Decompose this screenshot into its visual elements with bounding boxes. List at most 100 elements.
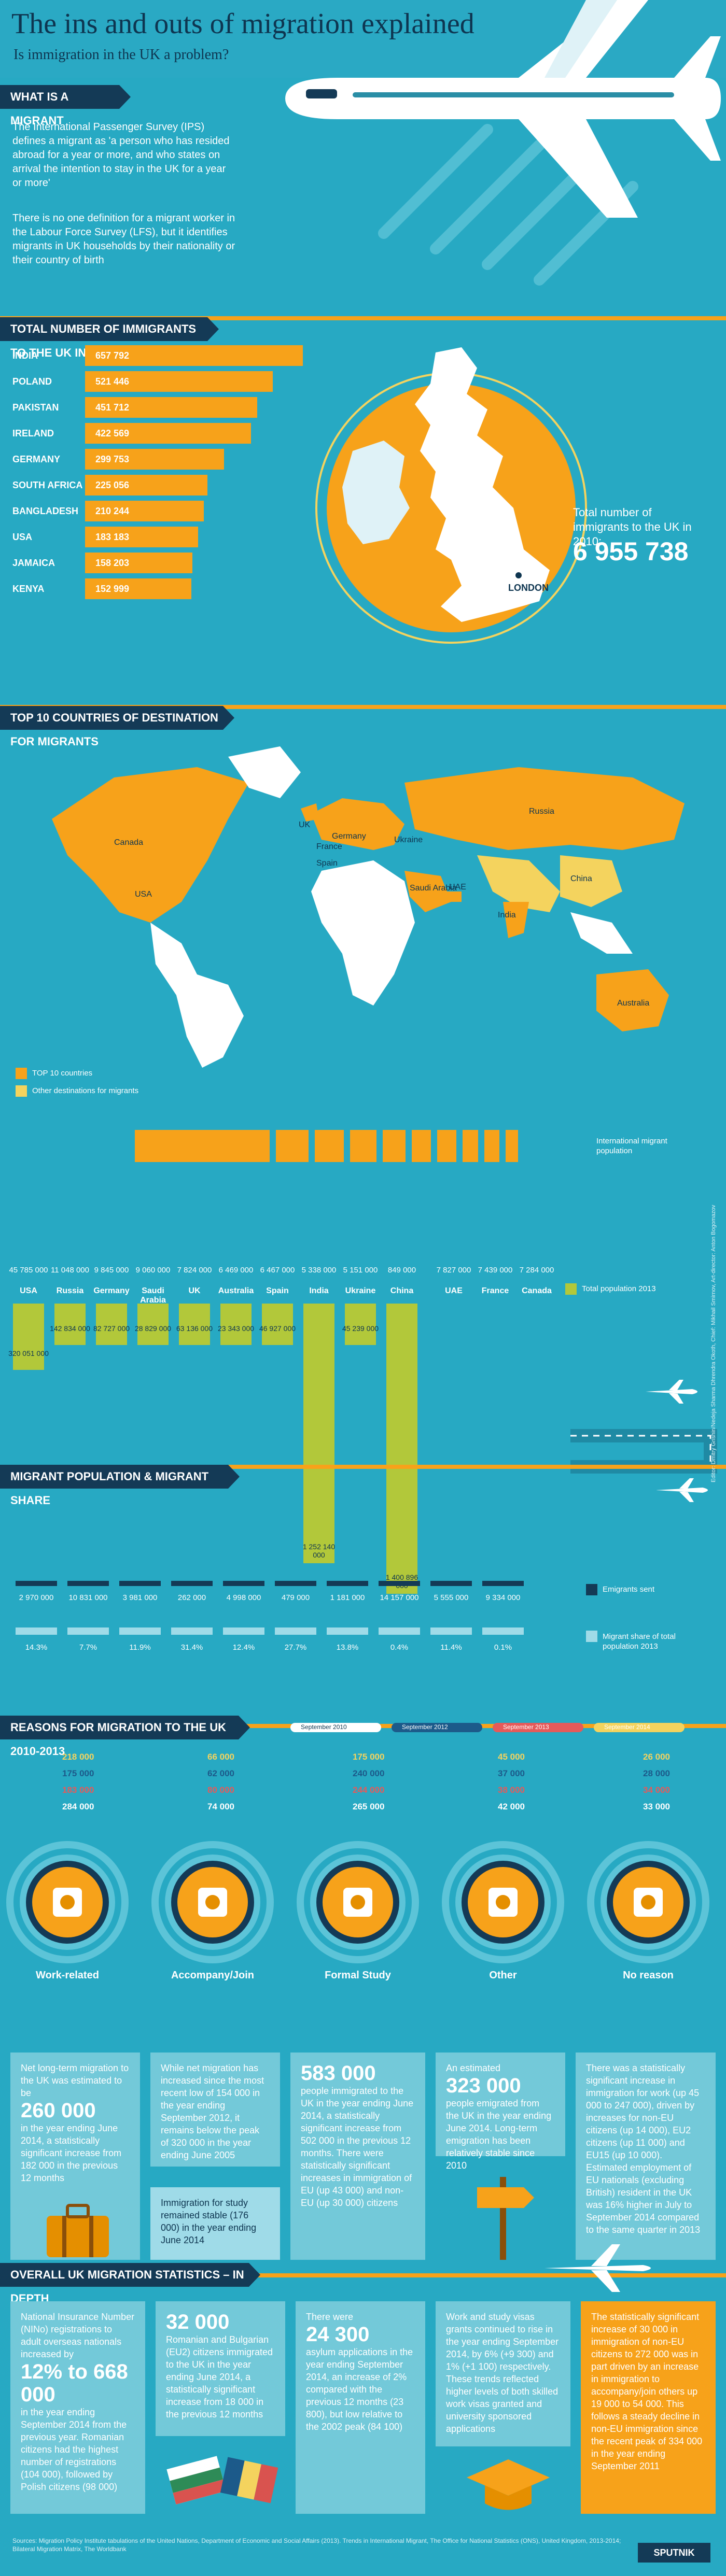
immigrant-row: KENYA 152 999 <box>12 578 303 599</box>
immigrant-row: IRELAND 422 569 <box>12 423 303 444</box>
book-icon <box>351 1895 365 1909</box>
emigrants-bar <box>16 1581 57 1586</box>
total-pop-value: 45 239 000 <box>342 1324 379 1333</box>
total-pop-bar <box>137 1304 169 1345</box>
immigrant-bar: 152 999 <box>85 578 191 599</box>
reason-value: 74 000 <box>207 1802 234 1811</box>
small-plane-icon <box>646 1380 697 1404</box>
migrant-value: 5 338 000 <box>301 1266 337 1275</box>
badge-icon <box>60 1895 75 1909</box>
map-label-india: India <box>498 911 516 919</box>
migrant-share-value: 14.3% <box>25 1643 48 1652</box>
migrant-value: 45 785 000 <box>9 1266 48 1275</box>
immigrant-country: USA <box>12 532 33 542</box>
stat-net-migration: 260 000 <box>21 2099 96 2122</box>
share-bar <box>171 1627 213 1635</box>
immigrant-row: SOUTH AFRICA 225 056 <box>12 475 303 496</box>
reason-value: 38 000 <box>498 1785 525 1795</box>
reason-legend-swatch <box>392 1723 482 1732</box>
reason-value: 33 000 <box>643 1802 670 1811</box>
reason-value: 244 000 <box>353 1785 385 1795</box>
immigrant-country: INDIA <box>12 350 38 361</box>
legend-migrant-share: Migrant share of total population 2013 <box>603 1632 676 1651</box>
reason-value: 45 000 <box>498 1752 525 1762</box>
credits-side: Editor: Dmitry Grishin/Nedeja Sharma Dhr… <box>710 1205 717 1482</box>
total-immigrants-value: 6 955 738 <box>573 537 689 566</box>
migrant-value: 7 827 000 <box>436 1266 471 1275</box>
immigrant-bar-chart: INDIA 657 792 POLAND 521 446 PAKISTAN 451 712… <box>12 345 303 729</box>
reason-value: 80 000 <box>207 1785 234 1795</box>
country-label: Saudi Arabia <box>140 1286 166 1305</box>
immigrant-bar: 158 203 <box>85 553 192 573</box>
city-label-london: LONDON <box>508 583 549 593</box>
immigrant-country: POLAND <box>12 376 52 387</box>
total-pop-bar <box>13 1304 44 1370</box>
total-pop-bar <box>345 1304 376 1345</box>
reason-legend-swatch <box>493 1723 583 1732</box>
uk-map: LONDON <box>315 347 587 644</box>
divider <box>0 316 726 320</box>
total-pop-value: 320 051 000 <box>8 1349 49 1357</box>
reason-circle <box>6 1841 129 1963</box>
reason-value: 240 000 <box>353 1768 385 1778</box>
reason-value: 218 000 <box>62 1752 94 1762</box>
migrant-value: 9 060 000 <box>135 1266 171 1275</box>
immigrant-row: GERMANY 299 753 <box>12 449 303 470</box>
section-label-population: MIGRANT POPULATION & MIGRANT SHARE <box>0 1465 240 1507</box>
emigrants-bar <box>223 1581 264 1586</box>
legend-swatch-top10 <box>16 1068 27 1079</box>
migrant-share-value: 0.1% <box>494 1643 512 1652</box>
emigrants-row: 2 970 000 14.3% 10 831 000 7.7% 3 981 000 11.… <box>0 1581 570 1664</box>
reason-circle <box>297 1841 419 1963</box>
emigrants-sent-value: 14 157 000 <box>380 1593 419 1602</box>
flags-icon <box>166 2456 278 2504</box>
emigrants-sent-value: 3 981 000 <box>122 1593 158 1602</box>
legend-swatch-total <box>565 1283 577 1295</box>
migrant-block <box>350 1130 376 1162</box>
total-pop-value: 82 727 000 <box>93 1324 130 1333</box>
emigrants-bar <box>275 1581 316 1586</box>
reasons-legend: September 2010 September 2012 September 20… <box>290 1720 705 1735</box>
reason-value: 28 000 <box>643 1768 670 1778</box>
sources: Sources: Migration Policy Institute tabu… <box>12 2537 621 2553</box>
immigrant-country: BANGLADESH <box>12 506 79 516</box>
stat-box-asylum: There were 24 300 asylum applications in… <box>296 2301 425 2514</box>
divider <box>0 705 726 709</box>
reason-value: 26 000 <box>643 1752 670 1762</box>
stat-box-nino: National Insurance Number (NINo) registr… <box>10 2301 145 2514</box>
map-label-france: France <box>316 842 342 851</box>
migrant-value: 11 048 000 <box>51 1266 89 1275</box>
migrant-value: 7 284 000 <box>519 1266 554 1275</box>
immigrant-row: PAKISTAN 451 712 <box>12 397 303 418</box>
page-title: The ins and outs of migration explained <box>11 8 474 40</box>
emigrants-sent-value: 5 555 000 <box>434 1593 469 1602</box>
reason-legend-label: September 2013 <box>503 1723 549 1731</box>
map-label-russia: Russia <box>529 807 554 816</box>
immigrant-bar: 422 569 <box>85 423 251 444</box>
immigrant-row: INDIA 657 792 <box>12 345 303 366</box>
immigrant-country: IRELAND <box>12 428 54 438</box>
divider <box>0 1465 726 1469</box>
total-pop-value: 23 343 000 <box>217 1324 255 1333</box>
share-bar <box>482 1627 524 1635</box>
immigrant-bar: 521 446 <box>85 371 273 392</box>
section-label-immigrants: TOTAL NUMBER OF IMMIGRANTS TO THE UK IN … <box>0 317 219 359</box>
population-chart: 45 785 000 USA 320 051 000 11 048 000 Russia… <box>0 1125 726 1594</box>
immigrant-row: POLAND 521 446 <box>12 371 303 392</box>
reason-value: 183 000 <box>62 1785 94 1795</box>
section-label-overall: OVERALL UK MIGRATION STATISTICS – IN DEP… <box>0 2263 260 2305</box>
share-bar <box>16 1627 57 1635</box>
map-label-uae: UAE <box>449 883 466 891</box>
migrant-block <box>437 1130 456 1162</box>
reason-legend-swatch <box>594 1723 685 1732</box>
reason-value: 42 000 <box>498 1802 525 1811</box>
share-bar <box>275 1627 316 1635</box>
country-label: China <box>390 1286 414 1295</box>
migrant-block <box>135 1130 270 1162</box>
map-label-china: China <box>570 874 592 883</box>
map-label-usa: USA <box>135 890 152 899</box>
legend-swatch-sent <box>586 1584 597 1595</box>
world-map: Canada USA Germany UK France Spain Ukrai… <box>52 746 685 1068</box>
emigrants-bar <box>327 1581 368 1586</box>
migrant-block <box>276 1130 309 1162</box>
